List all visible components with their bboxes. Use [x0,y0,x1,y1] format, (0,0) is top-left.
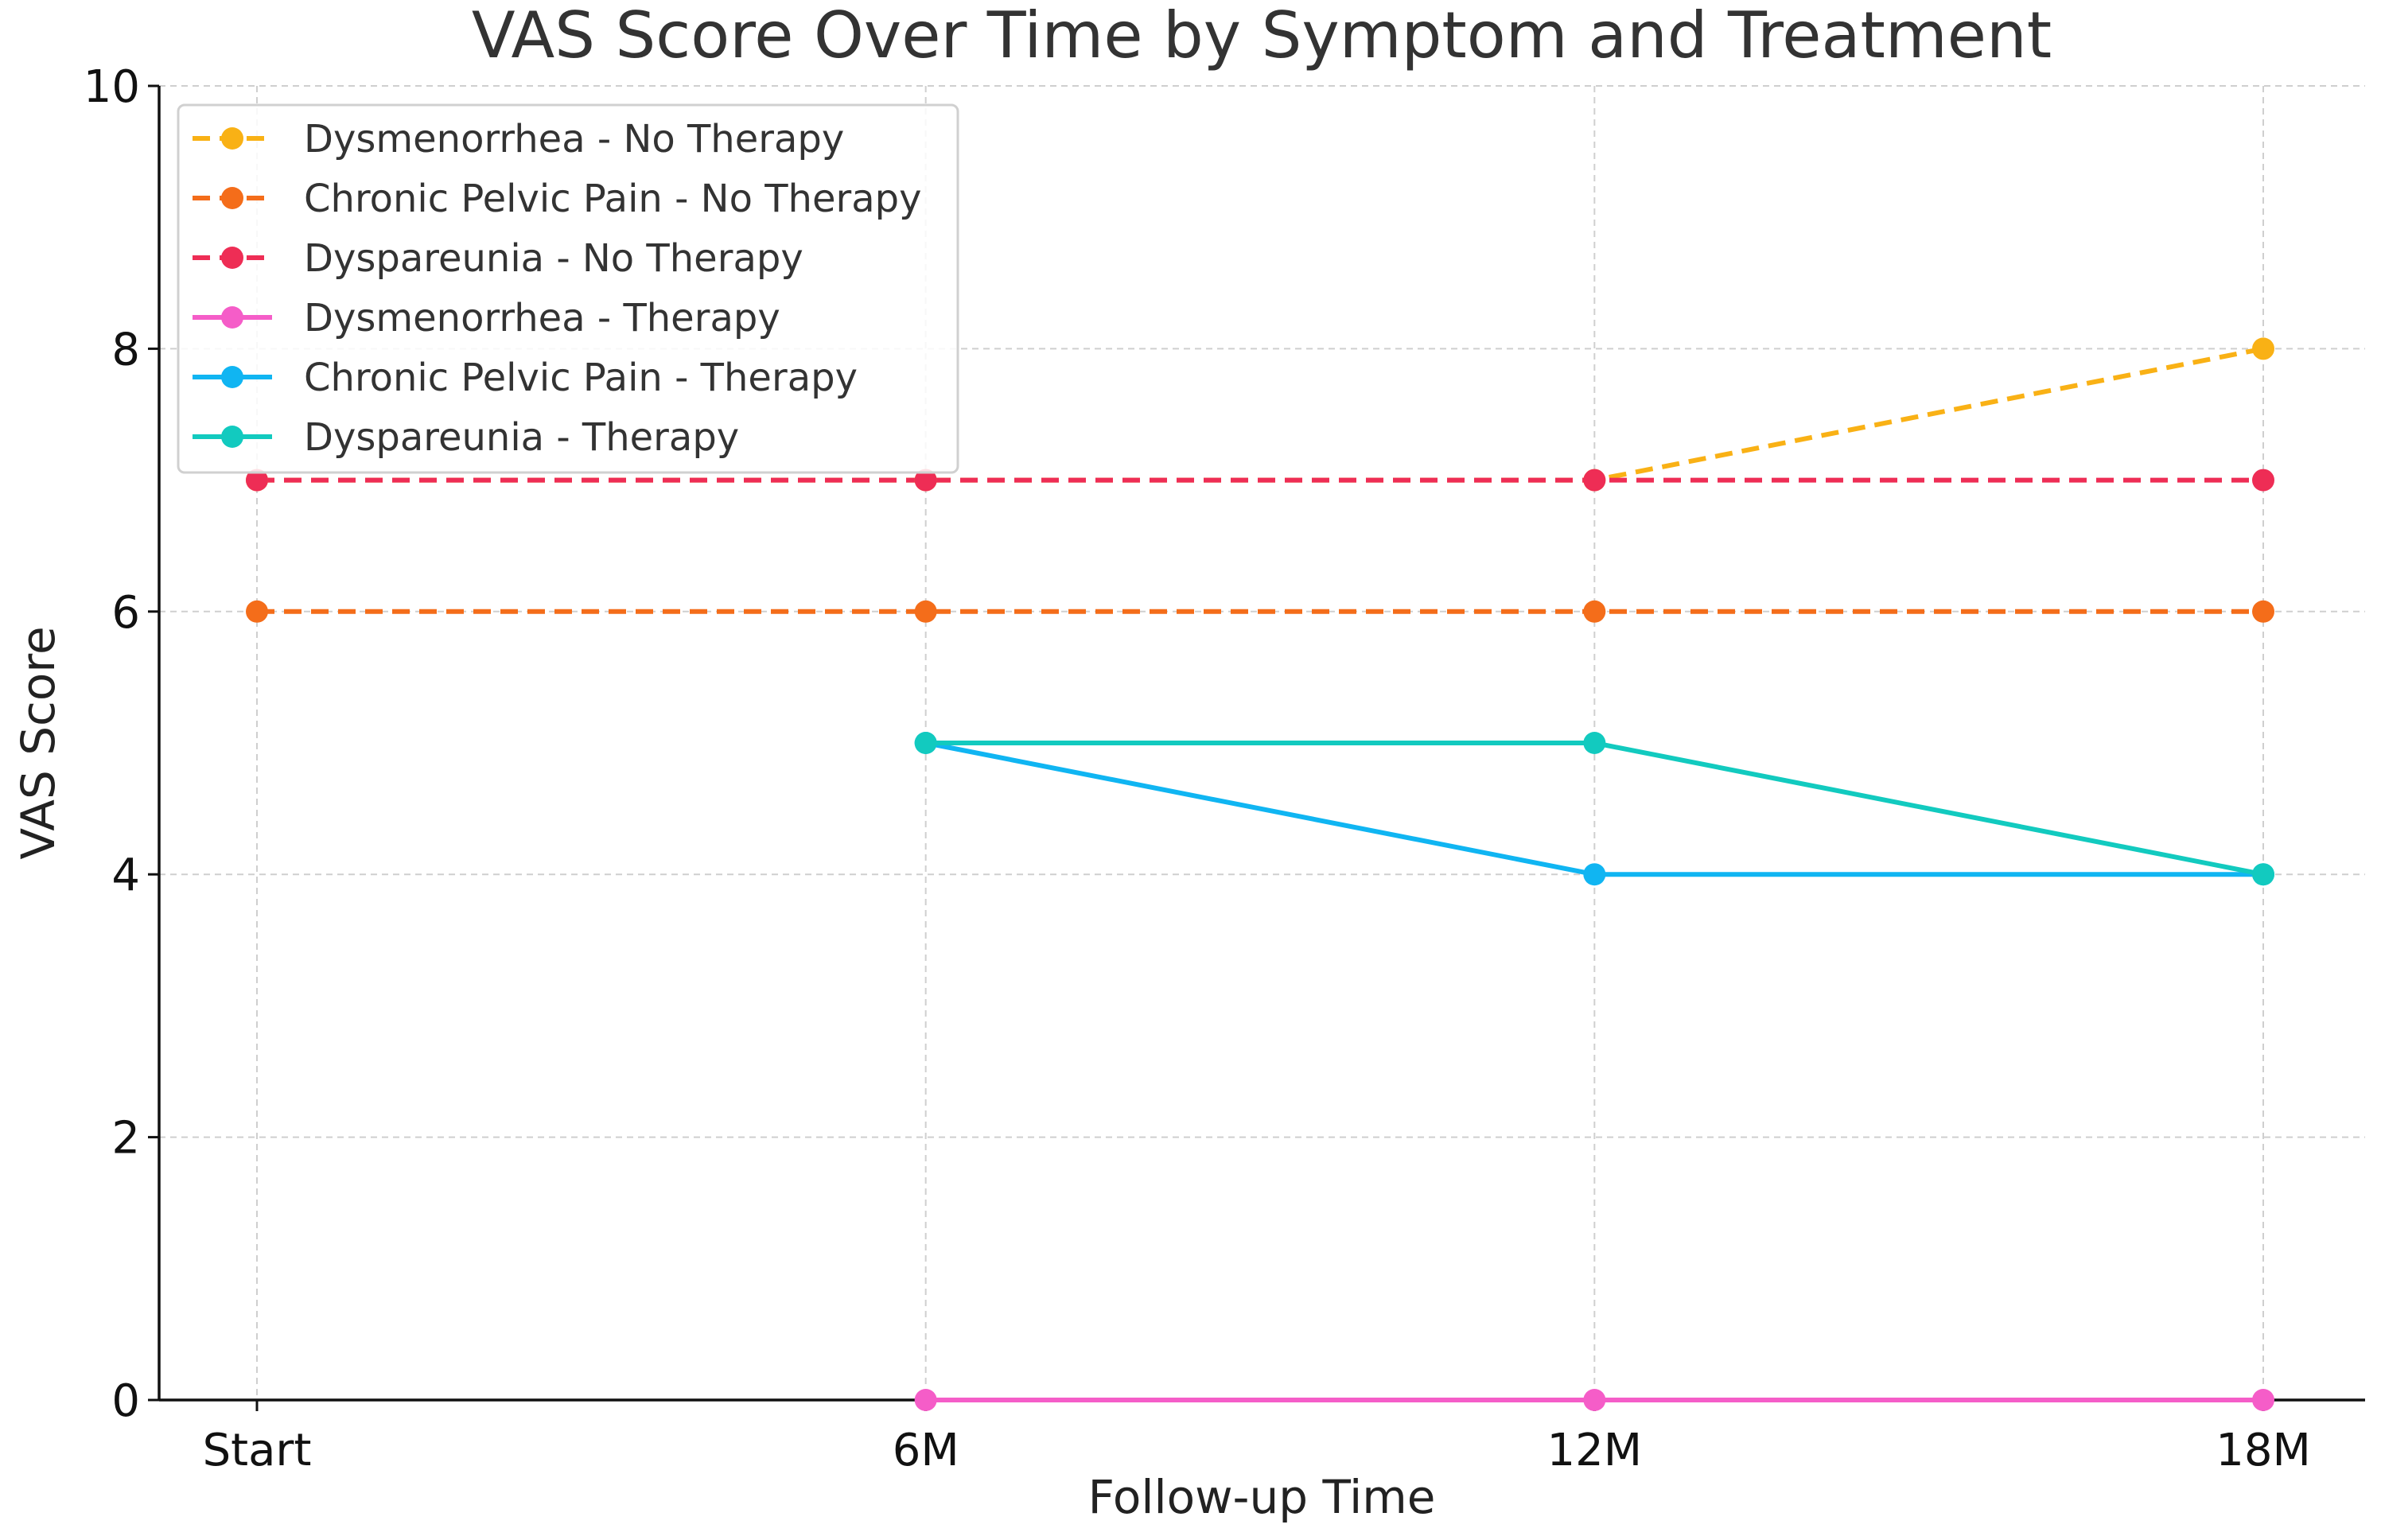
axis-ticks: 0 2 4 6 8 10 Start 6M 12M 18M [84,61,2311,1476]
x-tick-label: Start [203,1425,312,1476]
data-point-chronic-pelvic-pain-no-therapy [914,600,937,623]
legend-marker-dysmenorrhea-no-therapy [221,127,243,150]
legend-label: Dysmenorrhea - Therapy [304,296,780,340]
legend-marker-dyspareunia-no-therapy [221,247,243,269]
data-point-chronic-pelvic-pain-no-therapy [246,600,268,623]
y-tick-label: 2 [111,1113,140,1165]
data-point-dysmenorrhea-therapy [2252,1389,2274,1411]
data-point-dyspareunia-therapy [914,732,937,754]
legend-label: Dyspareunia - No Therapy [304,236,803,281]
data-point-dyspareunia-therapy [1583,732,1606,754]
legend-marker-dysmenorrhea-therapy [221,306,243,329]
data-point-chronic-pelvic-pain-no-therapy [2252,600,2274,623]
x-axis-label: Follow-up Time [1088,1470,1436,1524]
legend-marker-chronic-pelvic-pain-no-therapy [221,187,243,209]
y-tick-label: 6 [111,587,140,639]
data-point-dyspareunia-no-therapy [2252,469,2274,492]
data-point-dyspareunia-no-therapy [246,469,268,492]
legend-marker-chronic-pelvic-pain-therapy [221,366,243,388]
y-axis-label: VAS Score [11,626,65,859]
y-tick-label: 8 [111,324,140,375]
legend-label: Chronic Pelvic Pain - Therapy [304,356,858,400]
data-point-chronic-pelvic-pain-therapy [1583,863,1606,886]
data-point-dyspareunia-no-therapy [1583,469,1606,492]
chart-title: VAS Score Over Time by Symptom and Treat… [472,0,2052,72]
legend-label: Dysmenorrhea - No Therapy [304,117,844,161]
series-points [246,337,2274,1411]
y-tick-label: 0 [111,1375,140,1427]
legend-box [177,103,959,474]
y-tick-label: 10 [84,61,140,113]
data-point-dyspareunia-therapy [2252,863,2274,886]
data-point-dyspareunia-no-therapy [914,469,937,492]
legend-label: Dyspareunia - Therapy [304,415,739,460]
y-tick-label: 4 [111,850,140,901]
x-tick-label: 18M [2216,1425,2311,1476]
data-point-dysmenorrhea-therapy [1583,1389,1606,1411]
data-point-chronic-pelvic-pain-no-therapy [1583,600,1606,623]
data-point-dysmenorrhea-therapy [914,1389,937,1411]
legend-marker-dyspareunia-therapy [221,426,243,448]
data-point-dysmenorrhea-no-therapy [2252,337,2274,360]
legend: Dysmenorrhea - No Therapy Chronic Pelvic … [177,103,959,474]
series-lines [257,346,2264,1402]
x-tick-label: 12M [1547,1425,1643,1476]
legend-label: Chronic Pelvic Pain - No Therapy [304,177,922,221]
x-tick-label: 6M [893,1425,959,1476]
